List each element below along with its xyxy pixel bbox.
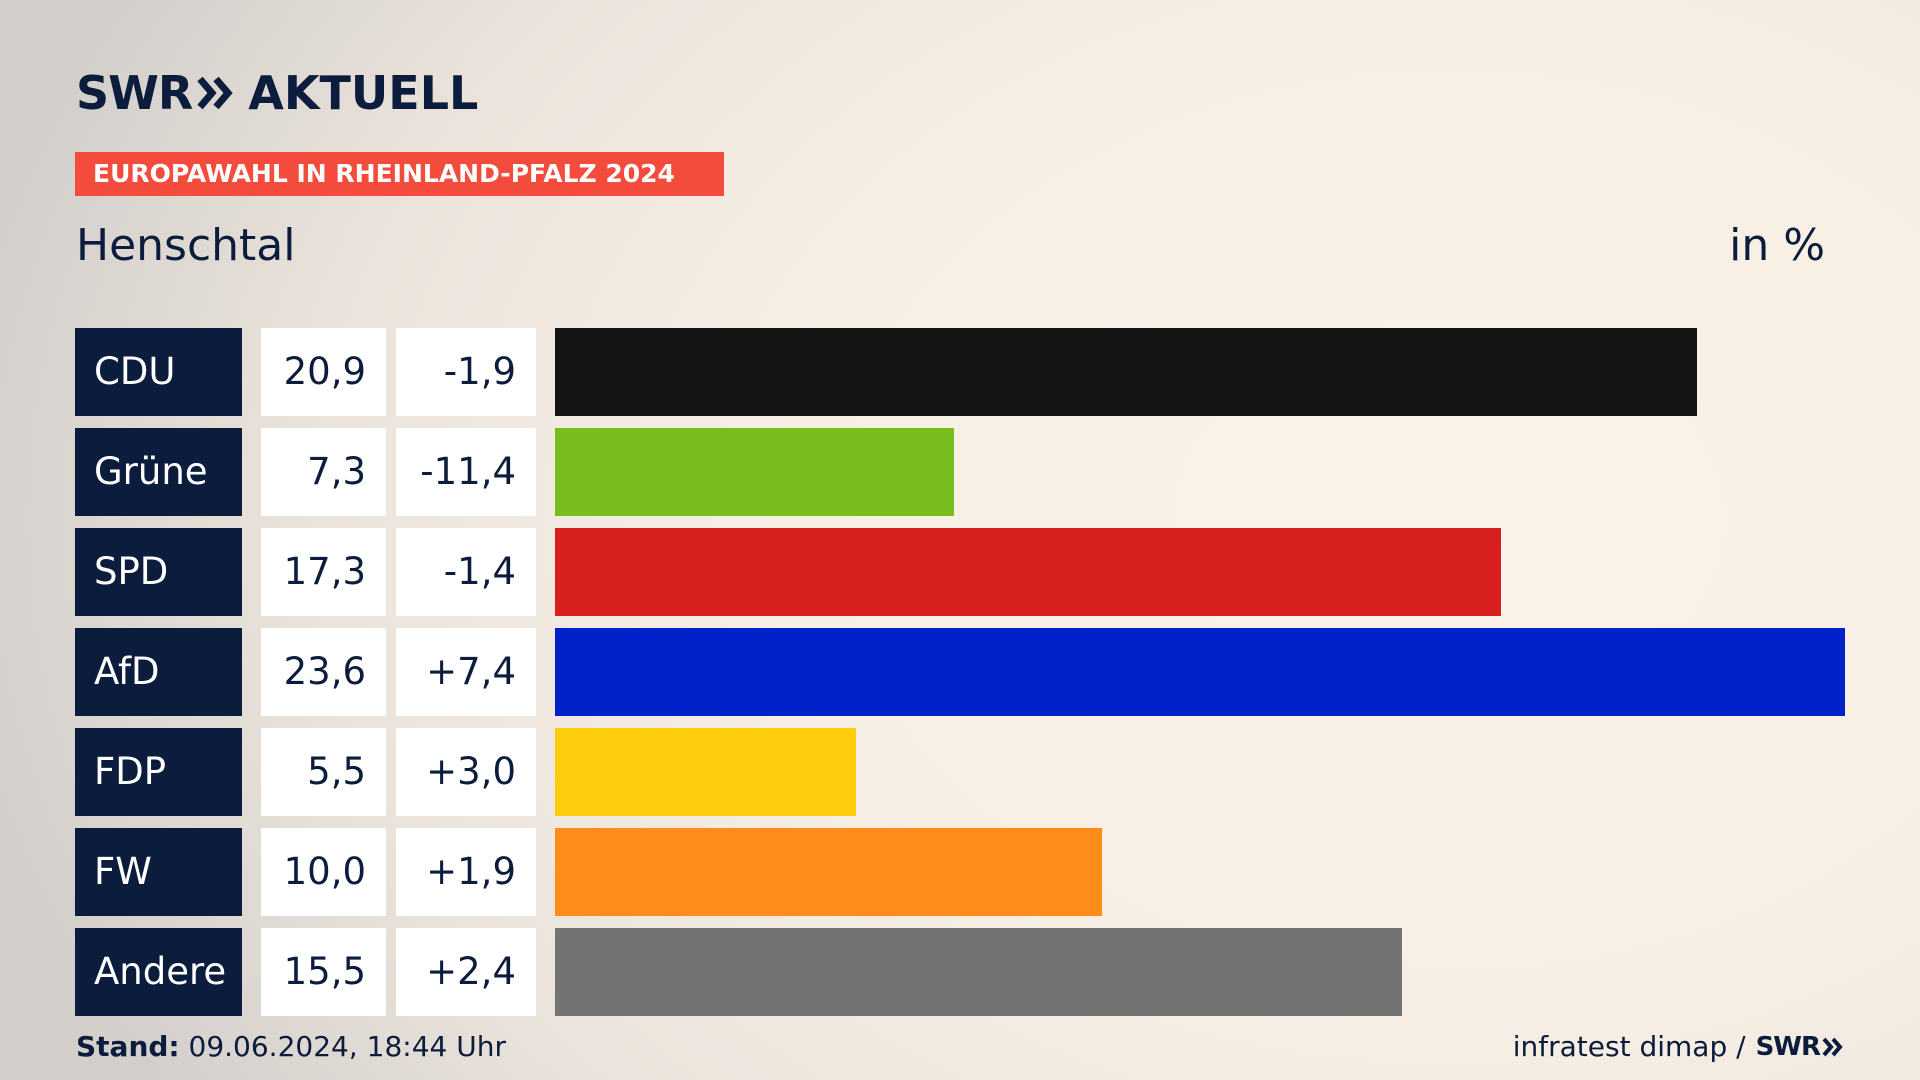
party-row: CDU 20,9 -1,9 bbox=[75, 328, 1845, 416]
party-label: Grüne bbox=[75, 428, 242, 516]
party-row: AfD 23,6 +7,4 bbox=[75, 628, 1845, 716]
party-label: Andere bbox=[75, 928, 242, 1016]
result-bar bbox=[555, 528, 1501, 616]
result-bar bbox=[555, 928, 1402, 1016]
change-value: -1,9 bbox=[396, 328, 536, 416]
change-value: +7,4 bbox=[396, 628, 536, 716]
party-row: SPD 17,3 -1,4 bbox=[75, 528, 1845, 616]
bar-track bbox=[555, 528, 1845, 616]
change-value: +2,4 bbox=[396, 928, 536, 1016]
double-chevron-icon bbox=[197, 76, 233, 110]
change-value: -11,4 bbox=[396, 428, 536, 516]
share-value: 20,9 bbox=[261, 328, 386, 416]
change-value: +3,0 bbox=[396, 728, 536, 816]
place-title: Henschtal bbox=[76, 220, 296, 271]
party-row: FW 10,0 +1,9 bbox=[75, 828, 1845, 916]
party-label: FW bbox=[75, 828, 242, 916]
result-bar bbox=[555, 628, 1845, 716]
logo-brand: SWR bbox=[76, 66, 193, 120]
unit-label: in % bbox=[1729, 220, 1825, 271]
result-bar bbox=[555, 728, 856, 816]
result-bar bbox=[555, 828, 1102, 916]
bar-track bbox=[555, 828, 1845, 916]
swr-aktuell-logo: SWR AKTUELL bbox=[76, 66, 479, 120]
share-value: 7,3 bbox=[261, 428, 386, 516]
share-value: 5,5 bbox=[261, 728, 386, 816]
bar-track bbox=[555, 328, 1845, 416]
source-credit: infratest dimap / SWR bbox=[1513, 1030, 1844, 1063]
party-row: Andere 15,5 +2,4 bbox=[75, 928, 1845, 1016]
timestamp: Stand: 09.06.2024, 18:44 Uhr bbox=[76, 1030, 506, 1063]
result-bar bbox=[555, 328, 1697, 416]
party-label: FDP bbox=[75, 728, 242, 816]
election-banner: EUROPAWAHL IN RHEINLAND-PFALZ 2024 bbox=[75, 152, 724, 196]
double-chevron-small-icon bbox=[1822, 1037, 1843, 1056]
results-chart: CDU 20,9 -1,9 Grüne 7,3 -11,4 SPD 17,3 -1,4 AfD 23… bbox=[75, 328, 1845, 1028]
bar-track bbox=[555, 428, 1845, 516]
change-value: +1,9 bbox=[396, 828, 536, 916]
party-label: SPD bbox=[75, 528, 242, 616]
share-value: 23,6 bbox=[261, 628, 386, 716]
logo-product: AKTUELL bbox=[248, 66, 479, 120]
share-value: 15,5 bbox=[261, 928, 386, 1016]
party-row: FDP 5,5 +3,0 bbox=[75, 728, 1845, 816]
party-label: AfD bbox=[75, 628, 242, 716]
bar-track bbox=[555, 928, 1845, 1016]
source-brand: SWR bbox=[1755, 1031, 1821, 1062]
stand-value: 09.06.2024, 18:44 Uhr bbox=[179, 1030, 506, 1063]
stand-label: Stand: bbox=[76, 1030, 180, 1063]
bar-track bbox=[555, 728, 1845, 816]
party-row: Grüne 7,3 -11,4 bbox=[75, 428, 1845, 516]
share-value: 10,0 bbox=[261, 828, 386, 916]
source-text: infratest dimap / bbox=[1512, 1030, 1746, 1063]
bar-track bbox=[555, 628, 1845, 716]
change-value: -1,4 bbox=[396, 528, 536, 616]
party-label: CDU bbox=[75, 328, 242, 416]
share-value: 17,3 bbox=[261, 528, 386, 616]
result-bar bbox=[555, 428, 954, 516]
